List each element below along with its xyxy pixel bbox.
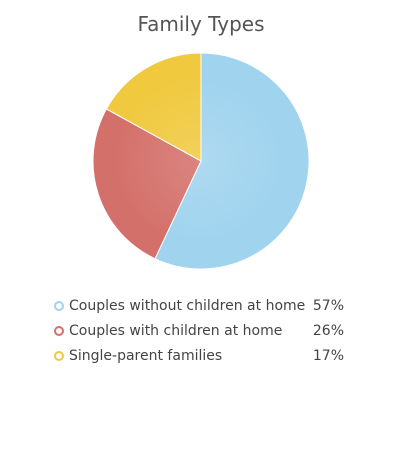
pie-chart [92,52,310,270]
chart-title: Family Types [137,12,265,36]
legend-marker [54,326,64,336]
pie-slice-single-parent-families[interactable] [105,52,202,162]
legend-marker [54,351,64,361]
legend-label: Couples without children at home [69,298,306,314]
legend-item-single-parent-families[interactable]: Single-parent families 17% [54,346,354,371]
legend-value: 17% [312,348,344,364]
legend-label: Couples with children at home [69,323,283,339]
legend-item-couples-with-children[interactable]: Couples with children at home 26% [54,321,354,346]
legend-value: 57% [312,298,344,314]
legend-marker [54,301,64,311]
legend-value: 26% [312,323,344,339]
legend-item-couples-without-children[interactable]: Couples without children at home 57% [54,296,354,321]
legend-label: Single-parent families [69,348,223,364]
pie-slice-couples-without-children-at-home[interactable] [154,52,310,270]
legend: Couples without children at home 57% Cou… [54,296,354,371]
